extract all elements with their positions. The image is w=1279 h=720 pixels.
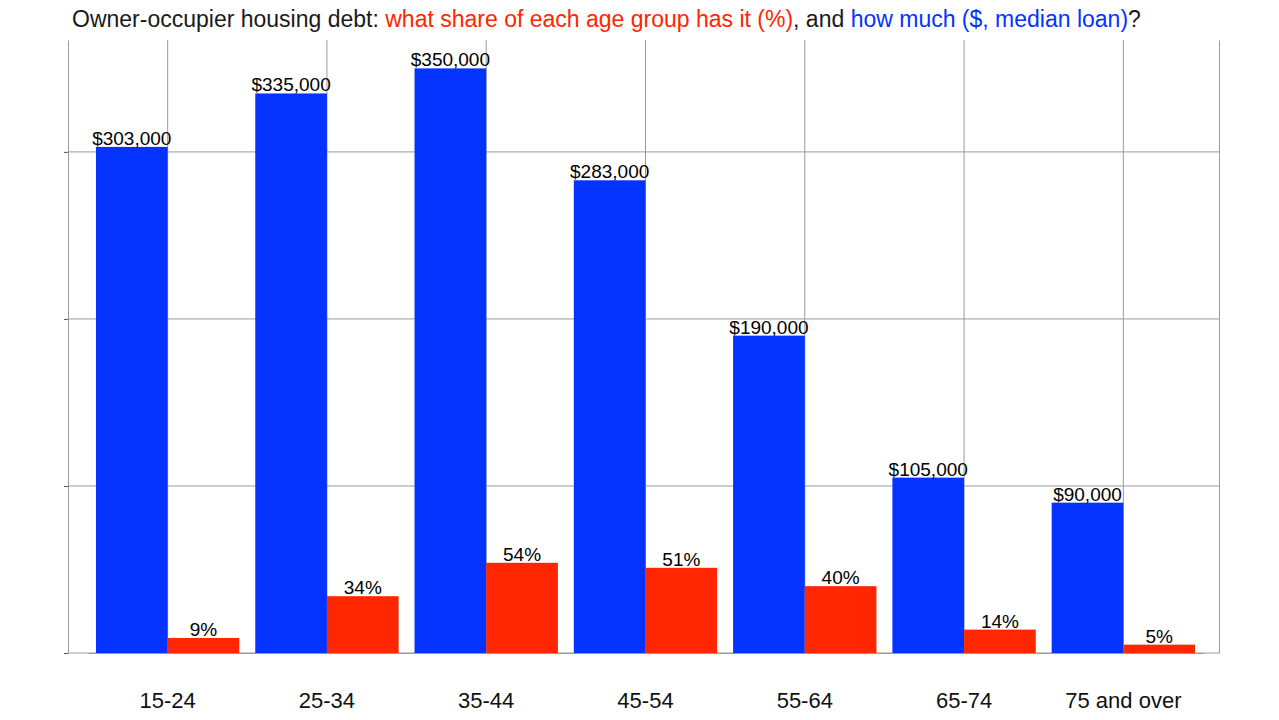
data-label: $105,000 [889, 459, 968, 480]
bar [733, 336, 805, 653]
y-tick-mark [64, 152, 68, 153]
bar [486, 563, 558, 653]
bar [255, 93, 327, 653]
x-axis: 15-24 25-34 35-44 45-54 55-64 65-74 75 and ove… [89, 653, 1204, 713]
y-tick [64, 653, 68, 654]
x-axis-line [89, 653, 1204, 654]
bars [96, 68, 1195, 653]
y-axis-line [68, 41, 69, 654]
bar [892, 478, 964, 653]
bar [1052, 503, 1124, 653]
y-axis [64, 41, 69, 654]
y-tick-mark [64, 319, 68, 320]
data-label: $303,000 [92, 128, 171, 149]
x-tick: 25-34 [299, 653, 355, 713]
y2-axis [1219, 41, 1220, 654]
bar [168, 638, 240, 653]
bar [805, 586, 877, 653]
x-tick-label: 75 and over [1065, 688, 1181, 713]
data-label: 14% [981, 611, 1019, 632]
x-tick: 65-74 [936, 653, 992, 713]
chart: 15-24 25-34 35-44 45-54 55-64 65-74 75 and ove… [0, 0, 1279, 720]
data-label: $283,000 [570, 161, 649, 182]
data-label: $335,000 [251, 74, 330, 95]
data-label: 34% [344, 577, 382, 598]
data-label: $350,000 [411, 49, 490, 70]
x-tick-label: 35-44 [458, 688, 514, 713]
series-name: what share of each age group has it (%) [384, 6, 793, 32]
data-label: 9% [190, 619, 218, 640]
data-label: $190,000 [729, 317, 808, 338]
bar [646, 568, 718, 653]
title-text: , and [793, 6, 851, 32]
grid-line-y [68, 151, 1219, 152]
bar [96, 147, 168, 653]
x-tick: 45-54 [617, 653, 673, 713]
y2-axis-line [1219, 41, 1220, 654]
series-name: how much ($, median loan) [851, 6, 1128, 32]
y-tick-mark [64, 486, 68, 487]
data-label: 5% [1145, 626, 1173, 647]
title-text: Owner-occupier housing debt: [72, 6, 385, 32]
y-tick [64, 486, 68, 487]
x-tick-label: 15-24 [140, 688, 196, 713]
bar [415, 68, 487, 653]
y-tick [64, 319, 68, 320]
y-tick-mark [64, 653, 68, 654]
x-tick-label: 65-74 [936, 688, 992, 713]
x-tick: 55-64 [777, 653, 833, 713]
bar [574, 180, 646, 653]
data-label: 40% [822, 567, 860, 588]
x-tick: 15-24 [140, 653, 196, 713]
data-label: 54% [503, 544, 541, 565]
bar [327, 596, 399, 653]
data-label: $90,000 [1053, 484, 1122, 505]
data-label: 51% [662, 549, 700, 570]
title-text: ? [1128, 6, 1141, 32]
x-tick: 75 and over [1065, 653, 1181, 713]
data-labels: $303,000 $335,000 $350,000 $283,000 $190,000… [92, 49, 1173, 646]
x-tick-label: 25-34 [299, 688, 355, 713]
y-tick [64, 152, 68, 153]
grid [68, 40, 1219, 653]
x-tick-label: 55-64 [777, 688, 833, 713]
x-tick: 35-44 [458, 653, 514, 713]
title: Owner-occupier housing debt: what share … [72, 6, 1141, 32]
x-tick-label: 45-54 [617, 688, 673, 713]
bar [964, 630, 1036, 653]
